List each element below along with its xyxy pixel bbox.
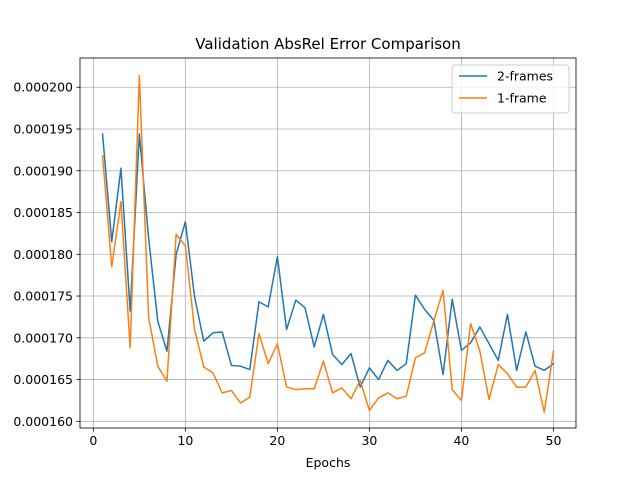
legend-label-2-frames: 2-frames (497, 69, 553, 84)
series-lines (101, 74, 555, 413)
x-axis-label: Epochs (306, 455, 351, 470)
y-tick-label: 0.000195 (13, 121, 73, 136)
x-tick-label: 40 (453, 433, 469, 448)
chart-title: Validation AbsRel Error Comparison (195, 35, 461, 53)
series-line-2-frames (101, 133, 555, 388)
y-tick-label: 0.000185 (13, 205, 73, 220)
axis-ticks: 0 10 20 30 40 50 0.000160 0.000165 0.000170 0.000… (13, 80, 561, 448)
y-tick-label: 0.000175 (13, 289, 73, 304)
legend: 2-frames 1-frame (451, 64, 570, 114)
y-tick-label: 0.000160 (13, 414, 73, 429)
x-tick-label: 0 (89, 433, 97, 448)
series-line-1-frame (101, 74, 555, 413)
x-tick-label: 20 (269, 433, 285, 448)
legend-label-1-frame: 1-frame (497, 91, 547, 106)
x-tick-label: 10 (177, 433, 193, 448)
x-tick-label: 50 (546, 433, 562, 448)
x-tick-label: 30 (361, 433, 377, 448)
y-tick-label: 0.000180 (13, 247, 73, 262)
legend-box (451, 64, 570, 114)
y-tick-label: 0.000190 (13, 163, 73, 178)
y-tick-label: 0.000165 (13, 372, 73, 387)
y-tick-label: 0.000200 (13, 80, 73, 95)
plot-frame (79, 57, 577, 429)
y-tick-label: 0.000170 (13, 330, 73, 345)
